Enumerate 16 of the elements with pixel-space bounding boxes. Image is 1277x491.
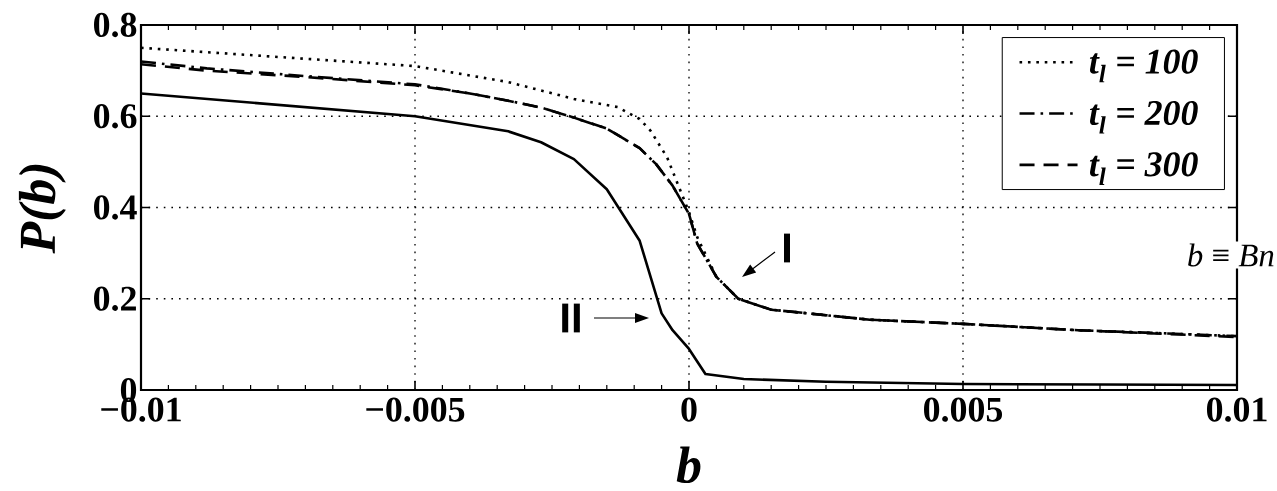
- x-tick-label: −0.005: [366, 397, 465, 422]
- x-tick-label: 0.01: [1206, 397, 1267, 422]
- legend-label: t$_{l}$ = 100: [1089, 49, 1198, 83]
- annotation: II: [562, 303, 580, 333]
- y-tick-label: 0.2: [94, 286, 136, 311]
- x-tick-label: 0: [681, 397, 697, 422]
- x-axis-title: b: [676, 446, 701, 484]
- y-tick-label: 0.8: [94, 12, 137, 38]
- legend-label: t$_{l}$ = 200: [1089, 100, 1198, 134]
- x-tick-label: 0.005: [924, 397, 1003, 422]
- annotation: b ≡ Bn: [1188, 243, 1274, 267]
- legend-label: t$_{l}$ = 300: [1089, 152, 1198, 185]
- annotation: I: [783, 233, 791, 263]
- y-axis-title: P(b): [18, 164, 66, 254]
- y-tick-label: 0.6: [94, 104, 137, 129]
- y-tick-label: 0.4: [94, 195, 137, 220]
